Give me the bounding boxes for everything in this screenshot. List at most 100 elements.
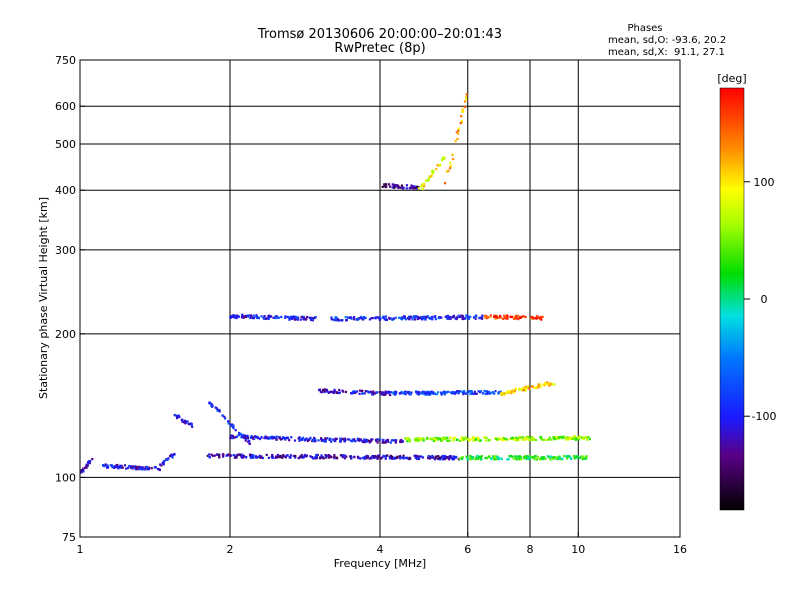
data-point xyxy=(273,316,276,319)
data-point xyxy=(121,466,124,469)
data-point xyxy=(452,439,455,442)
data-point xyxy=(389,441,392,444)
data-point xyxy=(325,456,328,459)
data-point xyxy=(327,391,330,394)
data-point xyxy=(434,455,438,458)
data-point xyxy=(387,440,390,443)
data-point xyxy=(422,183,425,186)
data-point xyxy=(88,462,91,465)
data-point xyxy=(357,456,360,459)
data-point xyxy=(343,437,347,440)
data-point xyxy=(452,315,455,318)
data-point xyxy=(160,464,163,467)
data-point xyxy=(245,455,248,459)
data-point xyxy=(503,316,506,319)
data-point xyxy=(553,457,556,460)
data-point xyxy=(401,186,404,190)
data-point xyxy=(531,438,535,441)
data-point xyxy=(335,316,338,319)
data-point xyxy=(329,455,332,458)
data-point xyxy=(296,316,300,319)
data-point xyxy=(175,416,179,420)
data-point xyxy=(171,456,174,459)
data-point xyxy=(365,455,368,458)
data-point xyxy=(237,434,240,437)
data-point xyxy=(464,392,468,395)
data-point xyxy=(392,185,395,188)
data-point xyxy=(426,392,429,396)
data-point xyxy=(397,186,400,189)
data-point xyxy=(344,390,348,394)
data-point xyxy=(104,463,107,466)
data-point xyxy=(235,435,239,438)
data-point xyxy=(393,186,396,189)
data-point xyxy=(421,188,424,191)
data-point xyxy=(385,454,388,458)
data-point xyxy=(126,466,130,470)
data-point xyxy=(353,456,356,459)
data-point xyxy=(348,438,351,441)
data-point xyxy=(244,315,248,319)
data-point xyxy=(393,456,396,459)
data-point xyxy=(445,315,448,318)
data-point xyxy=(328,390,332,394)
data-point xyxy=(394,441,398,444)
data-point xyxy=(250,455,253,458)
data-point xyxy=(113,465,117,468)
data-point xyxy=(210,404,213,407)
data-point xyxy=(588,437,592,441)
data-point xyxy=(475,392,478,395)
data-point xyxy=(434,439,437,442)
data-point xyxy=(356,438,359,442)
data-point xyxy=(530,317,533,320)
data-point xyxy=(531,456,534,459)
data-point xyxy=(468,457,471,461)
data-point xyxy=(446,316,450,319)
data-point xyxy=(411,318,414,321)
data-point xyxy=(288,318,291,321)
data-point xyxy=(472,392,475,396)
data-point xyxy=(566,436,569,439)
data-point xyxy=(349,455,352,458)
data-point xyxy=(552,383,555,386)
data-point xyxy=(511,436,515,439)
data-point xyxy=(505,390,509,393)
data-point xyxy=(265,453,268,456)
data-point xyxy=(374,316,377,320)
y-tick-label: 400 xyxy=(55,184,76,197)
data-point xyxy=(427,455,430,458)
x-tick-label: 8 xyxy=(527,543,534,556)
data-point xyxy=(298,456,301,460)
data-point xyxy=(389,457,392,460)
data-point xyxy=(405,456,408,459)
data-point xyxy=(432,439,435,443)
data-point xyxy=(404,318,408,321)
data-point xyxy=(539,385,542,388)
data-point xyxy=(548,383,551,386)
data-point xyxy=(376,316,379,319)
data-point xyxy=(580,436,583,439)
data-point xyxy=(240,436,243,439)
y-tick-label: 500 xyxy=(55,138,76,151)
data-point xyxy=(242,455,245,459)
data-point xyxy=(410,391,413,394)
data-point xyxy=(248,453,252,457)
data-point xyxy=(216,453,219,456)
data-point xyxy=(110,464,114,467)
data-point xyxy=(271,456,274,460)
data-point xyxy=(394,184,397,188)
data-point xyxy=(206,454,209,457)
data-point xyxy=(550,382,553,385)
data-point xyxy=(294,454,297,458)
data-point xyxy=(549,455,552,458)
data-point xyxy=(480,458,483,461)
data-point xyxy=(517,318,520,321)
data-point xyxy=(153,466,156,469)
data-point xyxy=(353,316,356,319)
data-point xyxy=(578,435,581,438)
data-point xyxy=(172,453,175,456)
data-point xyxy=(385,183,388,186)
data-point xyxy=(451,153,454,156)
data-point xyxy=(417,186,420,189)
data-point xyxy=(514,455,517,458)
